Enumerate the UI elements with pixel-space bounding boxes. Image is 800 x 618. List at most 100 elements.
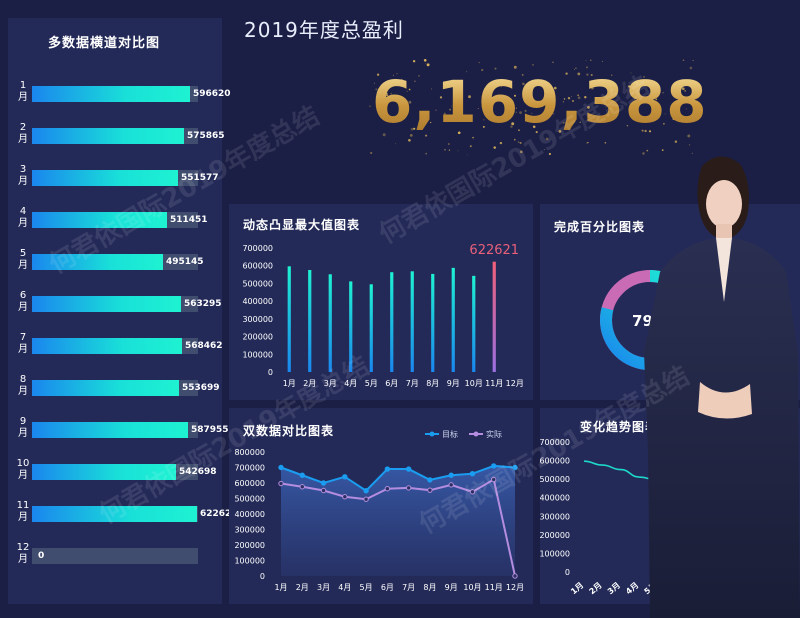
hbar-track xyxy=(32,296,198,312)
sparkle-dot xyxy=(513,65,517,69)
y-tick-label: 700000 xyxy=(242,244,273,253)
y-tick-label: 500000 xyxy=(540,475,570,484)
y-tick-label: 100000 xyxy=(540,549,570,558)
legend-marker xyxy=(473,431,479,437)
sparkle-dot xyxy=(408,139,411,142)
horizontal-bar-panel: 多数据横道对比图 1 月 596620 2 月 575865 3 月 551577 4 月 5… xyxy=(8,18,238,604)
y-tick-label: 500000 xyxy=(242,279,273,288)
sparkle-dot xyxy=(396,73,398,75)
sparkle-dot xyxy=(423,58,427,62)
sparkle-dot xyxy=(425,152,428,155)
sparkle-dot xyxy=(692,59,694,62)
hbar-fill xyxy=(32,254,163,270)
sparkle-dot xyxy=(519,150,523,154)
hbar-fill xyxy=(32,86,190,102)
data-point xyxy=(342,494,348,500)
x-tick-label: 1月 xyxy=(283,379,296,388)
month-label: 10 月 xyxy=(16,458,30,481)
hbar-row: 12 月 0 xyxy=(8,542,222,582)
bar xyxy=(472,275,476,372)
dynamic-max-panel: 动态凸显最大值图表 700000 600000 500000 400000 300000… xyxy=(229,204,533,400)
sparkle-dot xyxy=(468,95,471,99)
data-point xyxy=(320,480,327,486)
sparkle-dot xyxy=(485,92,487,94)
y-tick-label: 100000 xyxy=(242,350,273,359)
legend-marker xyxy=(429,431,435,437)
sparkle-dot xyxy=(408,88,411,91)
sparkle-dot xyxy=(387,83,390,86)
sparkle-dot xyxy=(543,99,545,101)
hbar-value-label: 511451 xyxy=(170,215,208,225)
hbar-row: 3 月 551577 xyxy=(8,164,222,204)
sparkle-dot xyxy=(545,137,549,141)
sparkle-dot xyxy=(570,96,572,97)
data-point xyxy=(278,464,284,471)
month-label: 5 月 xyxy=(18,248,28,271)
hbar-value-label: 553699 xyxy=(182,383,220,393)
sparkle-dot xyxy=(630,72,632,74)
presenter-photo xyxy=(644,156,800,618)
sparkle-dot xyxy=(575,67,577,70)
y-tick-label: 200000 xyxy=(234,541,265,550)
sparkle-dot xyxy=(672,117,675,121)
y-tick-label: 400000 xyxy=(242,297,273,306)
y-tick-label: 300000 xyxy=(234,526,265,535)
bar xyxy=(328,274,332,372)
gold-sparkle-decoration xyxy=(369,58,694,156)
sparkle-dot xyxy=(443,112,446,115)
sparkle-dot xyxy=(460,92,462,95)
y-tick-label: 700000 xyxy=(234,464,265,473)
sparkle-dot xyxy=(481,68,484,72)
legend-label: 目标 xyxy=(442,429,458,439)
sparkle-dot xyxy=(426,63,430,67)
hbar-row: 1 月 596620 xyxy=(8,80,231,120)
sparkle-dot xyxy=(382,133,386,137)
y-tick-label: 200000 xyxy=(540,531,570,540)
x-tick-label: 8月 xyxy=(423,583,436,592)
hbar-track xyxy=(32,506,198,522)
sparkle-dot xyxy=(549,90,552,92)
sparkle-dot xyxy=(585,60,587,62)
data-point xyxy=(278,480,284,487)
sparkle-dot xyxy=(425,63,427,65)
sparkle-dot xyxy=(643,76,645,78)
bar xyxy=(287,266,291,372)
data-point xyxy=(384,466,391,472)
sparkle-dot xyxy=(586,142,588,144)
sparkle-dot xyxy=(546,85,548,88)
sparkle-dot xyxy=(390,93,392,95)
x-tick-label: 1月 xyxy=(274,583,287,592)
month-label: 2 月 xyxy=(18,122,28,145)
legend-label: 实际 xyxy=(486,429,502,439)
x-tick-label: 6月 xyxy=(381,583,394,592)
sparkle-dot xyxy=(425,134,428,137)
data-point xyxy=(512,573,518,579)
month-label: 11 月 xyxy=(16,500,30,523)
month-label: 4 月 xyxy=(18,206,28,229)
x-tick-label: 12月 xyxy=(506,379,524,388)
sparkle-dot xyxy=(378,112,381,115)
dashboard-title: 2019年度总盈利 xyxy=(244,18,404,42)
x-tick-label: 3月 xyxy=(324,379,337,388)
sparkle-dot xyxy=(574,68,575,70)
hbar-fill xyxy=(32,296,181,312)
month-label: 12 月 xyxy=(16,542,30,565)
sparkle-dot xyxy=(373,82,375,84)
x-tick-label: 4月 xyxy=(338,583,351,592)
hbar-fill xyxy=(32,506,197,522)
sparkle-dot xyxy=(605,120,608,122)
hbar-value-label: 587955 xyxy=(191,425,229,435)
sparkle-dot xyxy=(532,125,536,129)
sparkle-dot xyxy=(406,90,408,92)
bar xyxy=(349,281,353,372)
sparkle-dot xyxy=(418,75,420,77)
dual-line-chart: 800000 700000 600000 500000 400000 300000 2000… xyxy=(234,429,524,592)
hbar-track xyxy=(32,86,198,102)
sparkle-dot xyxy=(662,92,664,94)
y-tick-label: 400000 xyxy=(540,494,570,503)
hbar-row: 8 月 553699 xyxy=(8,374,222,414)
sparkle-dot xyxy=(472,136,475,139)
sparkle-dot xyxy=(535,131,538,134)
sparkle-dot xyxy=(453,104,455,106)
sparkle-dot xyxy=(523,101,526,103)
